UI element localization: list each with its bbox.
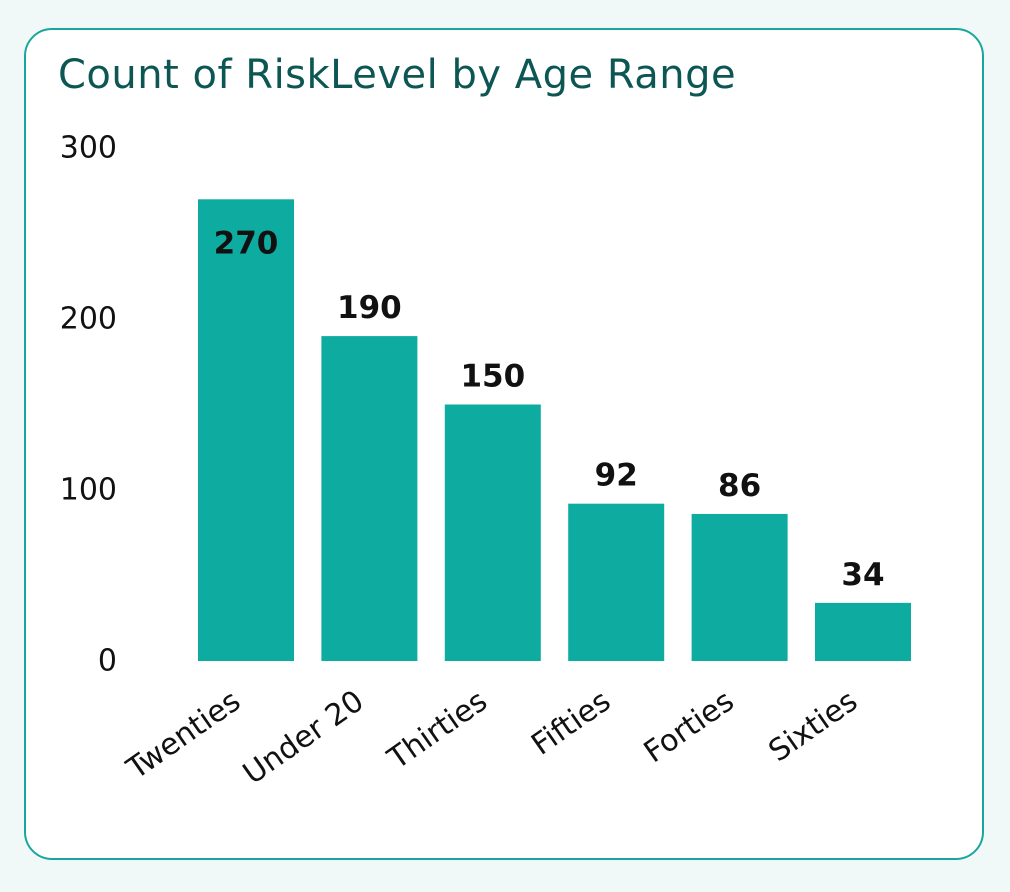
bars xyxy=(198,199,911,662)
bar[interactable] xyxy=(198,199,294,662)
x-category-label: Twenties xyxy=(120,684,247,788)
x-category-label: Under 20 xyxy=(237,684,371,792)
data-label: 270 xyxy=(214,225,279,261)
x-category-label: Thirties xyxy=(381,684,494,778)
bar[interactable] xyxy=(568,503,665,661)
y-tick-label: 200 xyxy=(60,302,117,337)
y-tick-label: 300 xyxy=(60,131,117,166)
bar[interactable] xyxy=(444,404,541,662)
data-labels: 270 190 150 92 86 34 xyxy=(214,225,885,593)
x-category-label: Fifties xyxy=(525,684,617,763)
bar[interactable] xyxy=(691,513,788,661)
data-label: 34 xyxy=(841,557,884,593)
y-axis-ticks: 0 100 200 300 xyxy=(60,131,117,679)
x-category-label: Sixties xyxy=(763,684,864,770)
x-category-label: Forties xyxy=(638,684,741,771)
bar[interactable] xyxy=(815,602,911,661)
bar[interactable] xyxy=(321,336,418,661)
y-tick-label: 100 xyxy=(60,473,117,508)
data-label: 150 xyxy=(460,359,525,395)
data-label: 92 xyxy=(595,458,638,494)
chart-title: Count of RiskLevel by Age Range xyxy=(58,52,737,98)
data-label: 86 xyxy=(718,468,761,504)
data-label: 190 xyxy=(337,290,402,326)
y-tick-label: 0 xyxy=(98,644,117,679)
